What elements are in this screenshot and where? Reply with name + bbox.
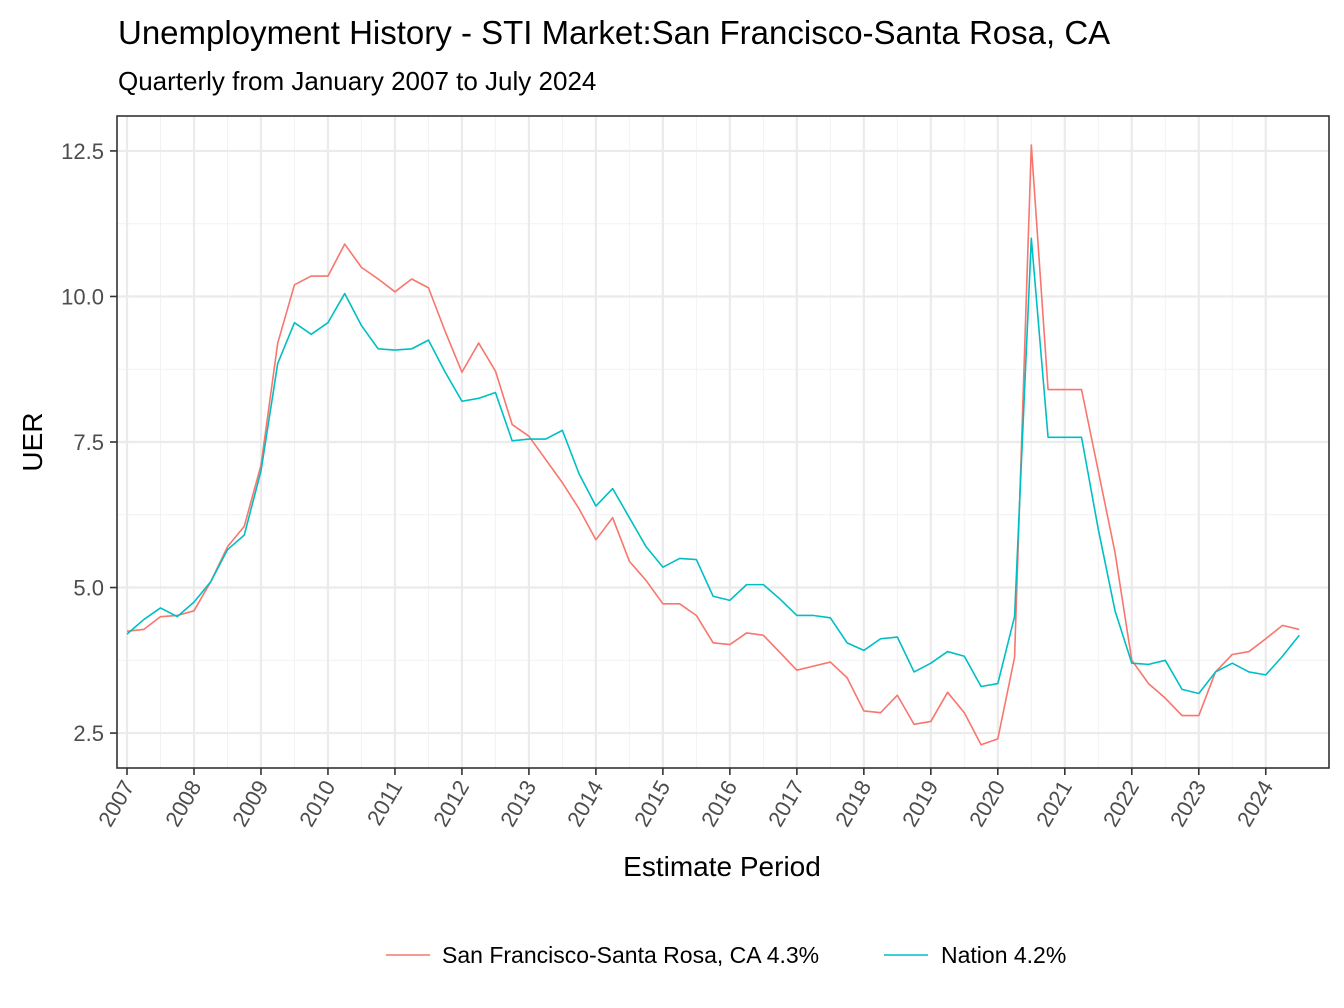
y-tick-label: 7.5 (73, 430, 104, 455)
legend-label-san-francisco: San Francisco-Santa Rosa, CA 4.3% (442, 942, 819, 968)
x-tick-label: 2014 (562, 776, 608, 831)
x-tick-label: 2024 (1232, 776, 1278, 831)
y-tick-label: 2.5 (73, 721, 104, 746)
x-tick-label: 2020 (964, 776, 1010, 831)
x-tick-label: 2018 (830, 776, 876, 831)
x-tick-label: 2010 (294, 776, 340, 831)
plot-border (116, 115, 1330, 769)
x-tick-label: 2013 (495, 776, 541, 831)
x-axis-title: Estimate Period (623, 851, 821, 882)
x-tick-label: 2011 (362, 776, 407, 829)
legend: San Francisco-Santa Rosa, CA 4.3% Nation … (386, 942, 1066, 968)
plot-area: 2.5 5.0 7.5 10.0 12.5 2007 2008 2009 2010 2011 201… (61, 115, 1330, 831)
x-tick-label: 2008 (160, 776, 206, 831)
chart-title: Unemployment History - STI Market:San Fr… (118, 14, 1110, 51)
x-tick-label: 2023 (1165, 776, 1211, 831)
x-tick-label: 2009 (227, 776, 273, 831)
x-tick-label: 2016 (696, 776, 742, 831)
x-tick-label: 2022 (1098, 776, 1144, 831)
x-tick-label: 2012 (428, 776, 474, 831)
y-tick-label: 12.5 (61, 139, 104, 164)
y-axis-title: UER (17, 412, 48, 471)
x-tick-label: 2015 (629, 776, 675, 831)
x-tick-label: 2017 (763, 776, 809, 831)
chart-subtitle: Quarterly from January 2007 to July 2024 (118, 66, 596, 96)
x-tick-label: 2007 (93, 776, 139, 831)
y-tick-label: 10.0 (61, 284, 104, 309)
series-line-nation (126, 237, 1300, 695)
legend-label-nation: Nation 4.2% (941, 942, 1066, 968)
y-tick-label: 5.0 (73, 576, 104, 601)
x-tick-label: 2021 (1031, 776, 1077, 831)
x-tick-label: 2019 (897, 776, 943, 831)
series-line-san-francisco (126, 144, 1300, 746)
